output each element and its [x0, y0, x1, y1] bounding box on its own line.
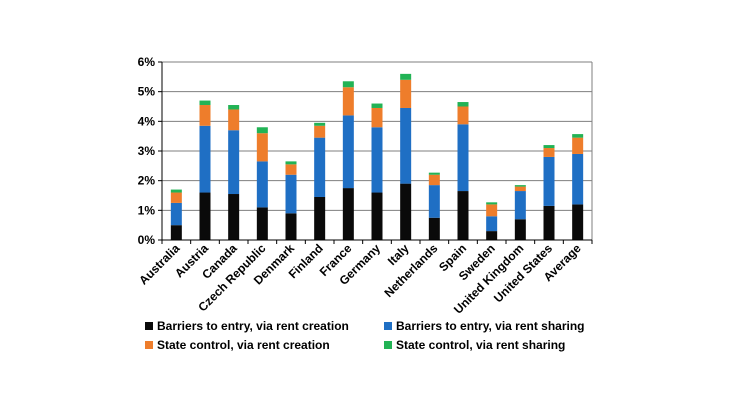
- bar-segment: [256, 161, 268, 208]
- y-tick-label: 3%: [138, 144, 156, 158]
- bar-segment: [457, 124, 469, 192]
- bar-segment: [572, 153, 584, 205]
- bar-segment: [428, 172, 440, 175]
- bar-segment: [486, 231, 498, 240]
- bar-segment: [199, 125, 211, 193]
- bar-segment: [256, 127, 268, 134]
- y-tick-label: 0%: [138, 233, 156, 247]
- y-tick-label: 5%: [138, 85, 156, 99]
- y-tick-label: 6%: [138, 55, 156, 69]
- bar-segment: [371, 107, 383, 128]
- bar-segment: [256, 133, 268, 162]
- bar-segment: [514, 186, 526, 192]
- bar-segment: [543, 156, 555, 206]
- bar-segment: [400, 79, 412, 108]
- bar-segment: [514, 191, 526, 220]
- bar-segment: [486, 204, 498, 217]
- bar-segment: [371, 127, 383, 193]
- y-tick-label: 2%: [138, 174, 156, 188]
- bar-segment: [486, 202, 498, 205]
- bar-segment: [543, 148, 555, 157]
- bar-segment: [572, 204, 584, 240]
- bar-segment: [314, 125, 326, 138]
- x-tick-label: Netherlands: [382, 241, 441, 300]
- bar-segment: [457, 102, 469, 107]
- bar-segment: [285, 174, 297, 214]
- bar-segment: [543, 145, 555, 149]
- x-tick-label: Australia: [136, 241, 182, 287]
- bar-segment: [228, 105, 240, 110]
- bar-segment: [285, 213, 297, 240]
- bar-segment: [428, 174, 440, 186]
- bar-segment: [342, 188, 354, 240]
- bar-segment: [228, 109, 240, 131]
- bar-segment: [486, 216, 498, 232]
- bar-segment: [428, 185, 440, 218]
- bars: [170, 73, 584, 240]
- axes: [158, 61, 593, 244]
- bar-segment: [514, 219, 526, 240]
- bar-segment: [572, 134, 584, 138]
- bar-segment: [371, 192, 383, 240]
- bar-segment: [285, 161, 297, 165]
- bar-segment: [314, 137, 326, 197]
- bar-segment: [170, 192, 182, 203]
- bar-segment: [342, 81, 354, 88]
- bar-segment: [170, 202, 182, 226]
- bar-segment: [400, 107, 412, 184]
- bar-segment: [170, 225, 182, 240]
- bar-segment: [314, 122, 326, 126]
- bar-segment: [543, 205, 555, 240]
- bar-segment: [228, 194, 240, 240]
- bar-segment: [572, 137, 584, 154]
- bar-segment: [170, 189, 182, 193]
- bar-segment: [285, 164, 297, 175]
- bar-segment: [199, 105, 211, 126]
- y-tick-label: 1%: [138, 203, 156, 217]
- y-tick-labels: 0% 1% 2% 3% 4% 5% 6%: [138, 55, 156, 247]
- bar-segment: [457, 191, 469, 240]
- bar-segment: [228, 130, 240, 195]
- bar-segment: [256, 207, 268, 240]
- bar-segment: [199, 192, 211, 240]
- bar-segment: [514, 185, 526, 187]
- bar-segment: [199, 100, 211, 106]
- bar-segment: [342, 87, 354, 116]
- bar-segment: [428, 217, 440, 240]
- bar-segment: [400, 73, 412, 80]
- bar-segment: [371, 103, 383, 108]
- bar-segment: [457, 106, 469, 125]
- bar-segment: [400, 183, 412, 240]
- bar-segment: [314, 196, 326, 240]
- bar-segment: [342, 115, 354, 189]
- y-tick-label: 4%: [138, 114, 156, 128]
